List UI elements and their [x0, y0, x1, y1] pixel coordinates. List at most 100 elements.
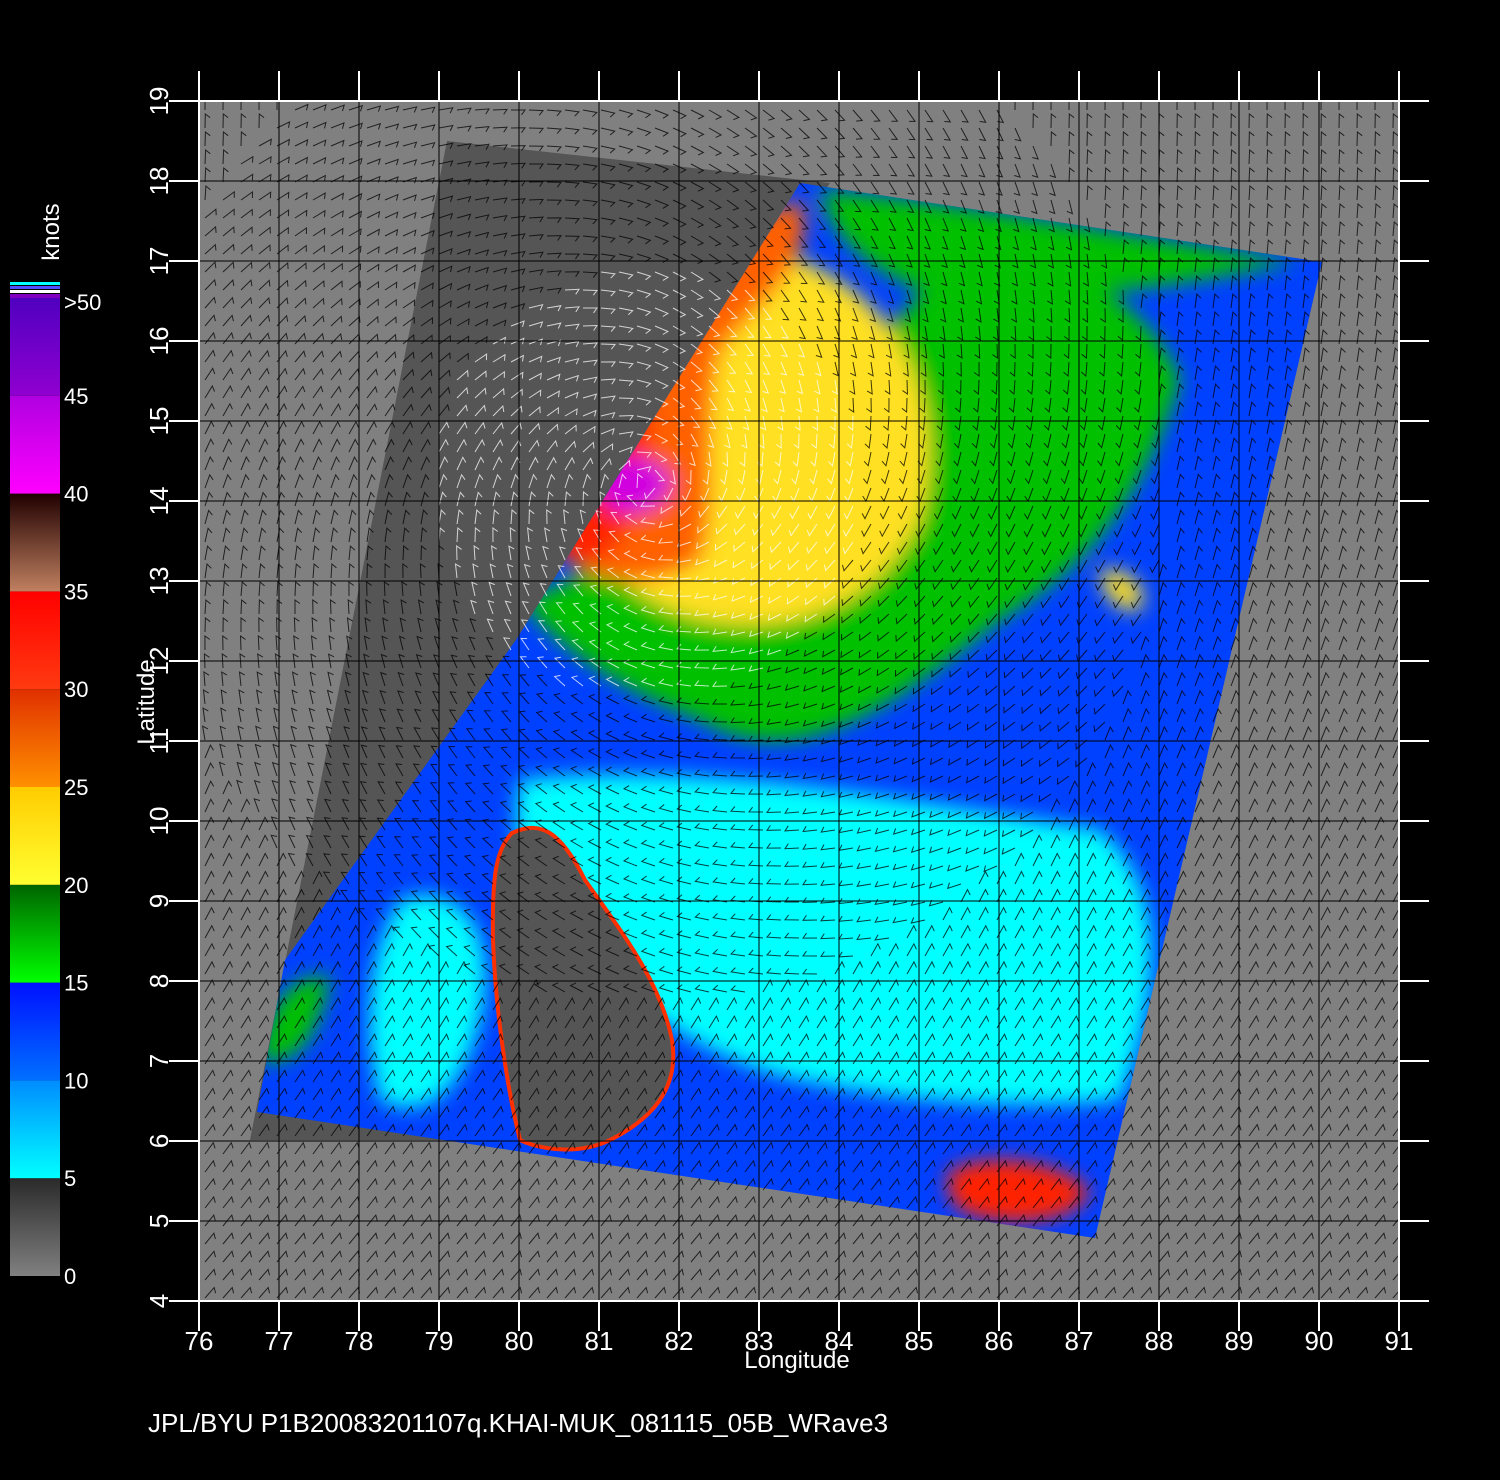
wind-barb: [1194, 563, 1203, 579]
wind-barb: [240, 870, 251, 885]
wind-barb: [1158, 852, 1169, 867]
wind-barb: [366, 1087, 378, 1101]
wind-barb: [516, 891, 530, 903]
wind-barb: [726, 163, 740, 175]
wind-barb: [1104, 1051, 1116, 1065]
wind-barb: [1356, 473, 1365, 489]
wind-barb: [366, 581, 372, 597]
wind-barb: [1356, 1051, 1368, 1065]
wind-barb: [535, 765, 548, 777]
wind-barb: [276, 314, 289, 327]
wind-barb: [1050, 942, 1061, 957]
wind-barb: [582, 109, 598, 118]
wind-barb: [1030, 235, 1037, 251]
wind-barb: [1284, 1177, 1296, 1191]
wind-barb: [452, 599, 460, 615]
wind-barb: [294, 279, 307, 291]
wind-barb: [1158, 1195, 1170, 1209]
wind-barb: [546, 235, 562, 241]
wind-barb: [816, 307, 825, 322]
wind-barb: [867, 361, 874, 377]
wind-barb: [1050, 1105, 1062, 1119]
wind-barb: [312, 121, 327, 129]
wind-barb: [430, 763, 440, 777]
wind-barb: [1060, 469, 1070, 485]
wind-barb: [204, 1141, 216, 1155]
wind-barb: [1212, 1051, 1224, 1065]
wind-barb: [348, 298, 361, 309]
wind-barb: [384, 960, 395, 975]
wind-barb: [569, 946, 584, 957]
wind-barb: [1032, 1214, 1044, 1227]
wind-barb: [816, 1015, 828, 1029]
wind-barb: [402, 194, 417, 202]
wind-barb: [546, 1250, 558, 1263]
wind-barb: [1003, 739, 1016, 750]
wind-barb: [1122, 942, 1133, 957]
wind-barb: [1014, 1250, 1026, 1263]
wind-barb: [1302, 888, 1313, 903]
wind-barb: [438, 265, 453, 273]
wind-barb: [834, 145, 846, 158]
wind-barb: [294, 1141, 306, 1155]
wind-barb: [834, 109, 846, 122]
wind-barb: [204, 1123, 216, 1137]
wind-barb: [222, 402, 233, 417]
wind-barb: [1212, 671, 1222, 687]
wind-barb: [1176, 149, 1183, 165]
wind-barb: [1023, 523, 1034, 538]
wind-barb: [1122, 744, 1132, 759]
wind-barb: [222, 1214, 234, 1227]
wind-barb: [780, 217, 792, 230]
wind-barb: [842, 559, 854, 572]
wind-barb: [519, 656, 530, 669]
wind-barb: [310, 635, 317, 651]
wind-barb: [256, 671, 263, 687]
wind-barb: [618, 1141, 630, 1155]
wind-barb: [658, 858, 674, 867]
wind-barb: [1356, 1250, 1368, 1263]
wind-barb: [253, 798, 261, 813]
wind-barb: [330, 527, 338, 543]
wind-barb: [366, 1051, 378, 1065]
wind-barb: [828, 451, 836, 467]
wind-barb: [1266, 581, 1276, 597]
wind-barb: [672, 415, 685, 427]
wind-barb: [690, 1015, 702, 1029]
wind-barb: [1284, 1141, 1296, 1155]
wind-barb: [366, 105, 382, 112]
wind-barb: [1104, 1123, 1116, 1137]
wind-barb: [582, 342, 598, 349]
wind-barb: [240, 349, 252, 363]
wind-barb: [554, 620, 566, 633]
wind-barb: [427, 944, 440, 957]
wind-barb: [1266, 960, 1277, 975]
wind-barb: [330, 104, 345, 112]
wind-barb: [276, 1051, 288, 1065]
wind-barb: [204, 1159, 216, 1173]
wind-barb: [1176, 419, 1185, 435]
wind-barb: [1374, 689, 1384, 705]
wind-barb: [481, 818, 494, 831]
wind-barb: [672, 1177, 684, 1191]
wind-barb: [676, 930, 692, 939]
wind-barb: [1392, 1015, 1404, 1029]
wind-barb: [348, 192, 363, 201]
wind-barb: [707, 433, 715, 448]
wind-barb: [420, 1069, 432, 1083]
wind-barb: [240, 491, 250, 507]
wind-barb: [222, 1250, 234, 1263]
wind-barb: [618, 1214, 630, 1227]
wind-barb: [1302, 95, 1309, 111]
wind-barb: [340, 853, 350, 867]
wind-barb: [1014, 163, 1021, 178]
wind-barb: [1151, 451, 1160, 467]
wind-barb: [1320, 1268, 1332, 1281]
wind-barb: [1140, 1033, 1152, 1047]
wind-barb: [294, 402, 306, 417]
wind-barb: [588, 639, 602, 651]
wind-barb: [1014, 888, 1025, 903]
wind-barb: [510, 127, 526, 133]
wind-barb: [587, 928, 602, 939]
wind-barb: [222, 149, 229, 165]
